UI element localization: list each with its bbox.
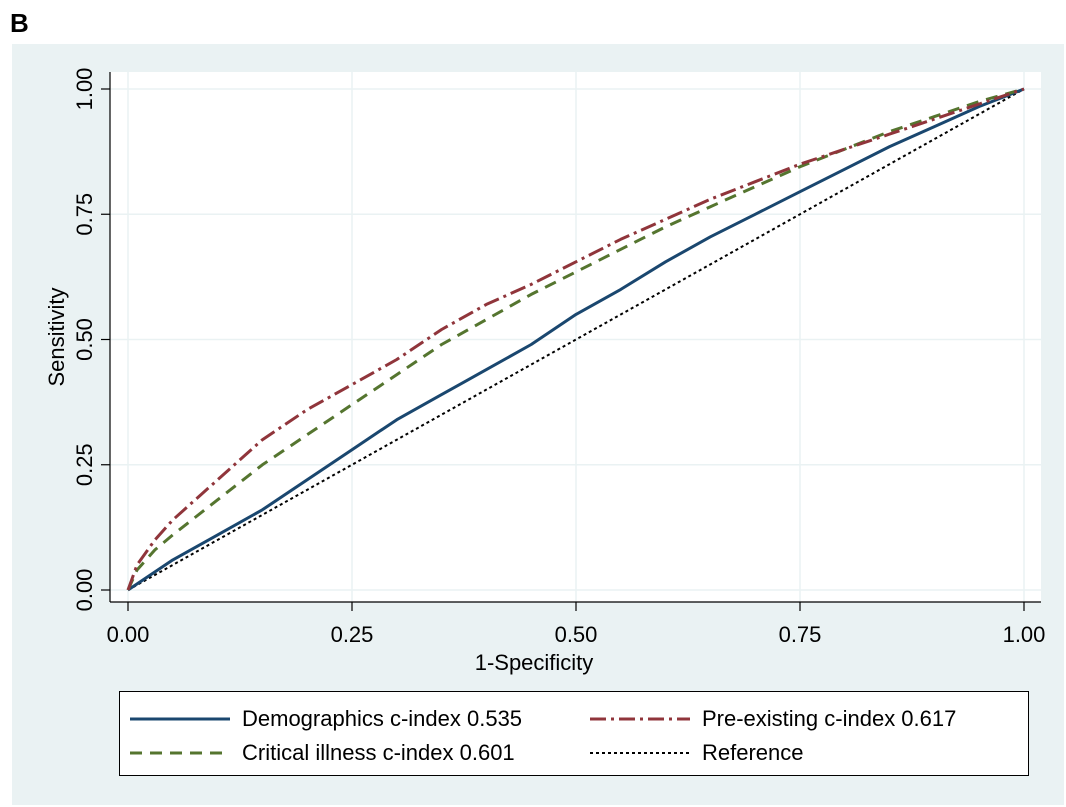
y-tick-label: 0.00 bbox=[72, 569, 97, 612]
y-tick-label: 1.00 bbox=[72, 68, 97, 111]
y-axis-label: Sensitivity bbox=[44, 287, 69, 386]
legend-label-demographics: Demographics c-index 0.535 bbox=[242, 706, 523, 731]
series-line-demographics bbox=[127, 87, 1025, 592]
legend-item-demographics: Demographics c-index 0.535 bbox=[130, 704, 522, 734]
legend: Demographics c-index 0.535 Pre-existing … bbox=[119, 691, 1029, 776]
x-tick-label: 0.75 bbox=[779, 622, 822, 647]
legend-item-critical-illness: Critical illness c-index 0.601 bbox=[130, 738, 515, 768]
panel-label: B bbox=[10, 8, 29, 38]
x-axis-label: 1-Specificity bbox=[475, 650, 594, 675]
legend-item-pre-existing: Pre-existing c-index 0.617 bbox=[590, 704, 956, 734]
legend-swatch-reference bbox=[590, 752, 690, 754]
x-tick-label: 0.00 bbox=[107, 622, 150, 647]
x-tick-label: 0.25 bbox=[331, 622, 374, 647]
series-lines bbox=[126, 87, 1025, 592]
legend-item-reference: Reference bbox=[590, 738, 804, 768]
x-tick-label: 1.00 bbox=[1003, 622, 1046, 647]
legend-label-pre-existing: Pre-existing c-index 0.617 bbox=[702, 706, 957, 731]
legend-swatch-critical-illness bbox=[130, 751, 230, 755]
legend-label-critical-illness: Critical illness c-index 0.601 bbox=[242, 740, 515, 765]
series-line-pre-existing bbox=[126, 87, 1025, 591]
y-tick-label: 0.50 bbox=[72, 318, 97, 361]
grid-lines bbox=[110, 72, 1041, 602]
ticks: 0.00 0.25 0.50 0.75 1.00 0.00 0.25 0.50 0.75 1.00 bbox=[72, 68, 1045, 647]
legend-label-reference: Reference bbox=[702, 740, 804, 765]
x-tick-label: 0.50 bbox=[555, 622, 598, 647]
y-tick-label: 0.75 bbox=[72, 193, 97, 236]
legend-swatch-demographics bbox=[130, 717, 230, 721]
legend-swatch-pre-existing bbox=[590, 717, 690, 721]
y-tick-label: 0.25 bbox=[72, 443, 97, 486]
